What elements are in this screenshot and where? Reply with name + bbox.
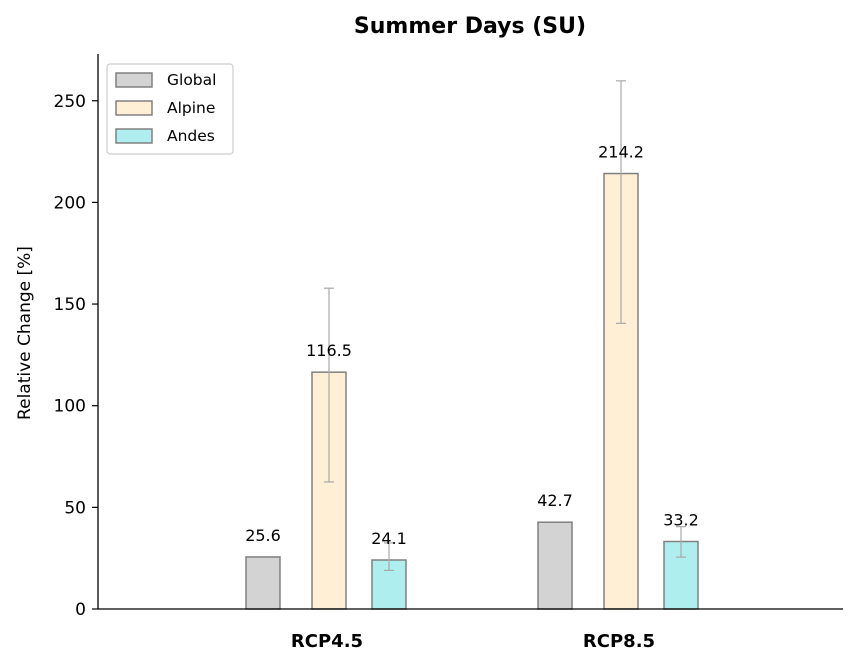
y-tick-label: 100	[54, 397, 86, 417]
data-label: 25.6	[245, 526, 281, 545]
chart-title: Summer Days (SU)	[354, 14, 586, 39]
legend-label: Global	[167, 71, 216, 89]
x-tick-label: RCP8.5	[583, 631, 655, 652]
y-tick-label: 50	[64, 498, 86, 518]
data-label: 24.1	[371, 529, 407, 548]
y-tick-label: 250	[54, 92, 86, 112]
data-label: 33.2	[663, 511, 699, 530]
bar-global-rcp85	[537, 521, 573, 610]
y-tick-label: 150	[54, 295, 86, 315]
data-label: 116.5	[306, 341, 352, 360]
bar-global-rcp45	[245, 556, 281, 610]
data-label: 42.7	[537, 491, 573, 510]
legend-swatch	[115, 128, 153, 144]
y-tick-label: 200	[54, 193, 86, 213]
legend-swatch	[115, 72, 153, 88]
legend-swatch	[115, 100, 153, 116]
data-label: 214.2	[598, 143, 644, 162]
legend: Global Alpine Andes	[106, 63, 234, 155]
y-tick-label: 0	[75, 600, 86, 620]
y-axis-label: Relative Change [%]	[15, 246, 35, 420]
legend-label: Alpine	[167, 99, 215, 117]
plot-area: 25.6 42.7 116.5 214.2 24.1 33.2 0 50 100 150 200 25…	[54, 54, 843, 652]
legend-label: Andes	[167, 127, 215, 145]
x-tick-label: RCP4.5	[291, 631, 363, 652]
